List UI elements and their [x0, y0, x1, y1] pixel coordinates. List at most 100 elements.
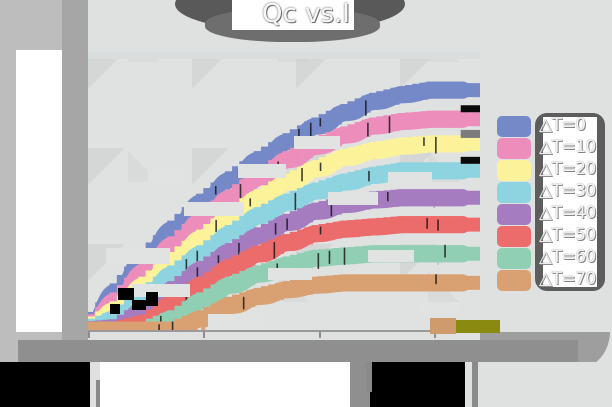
series-block-artifact: [311, 182, 321, 200]
legend-item-4[interactable]: △T=40: [493, 203, 605, 226]
series-block-artifact: [304, 205, 313, 223]
block-corruption-slice-1: [184, 202, 244, 216]
series-streak-artifact: [357, 277, 360, 290]
legend-item-2[interactable]: △T=20: [493, 159, 605, 182]
series-block-artifact: [311, 225, 321, 243]
series-streak-artifact: [309, 122, 312, 138]
series-block-artifact: [181, 271, 191, 289]
series-block-artifact: [289, 170, 299, 188]
series-block-artifact: [405, 274, 414, 292]
series-streak-artifact: [249, 198, 252, 207]
series-streak-artifact: [317, 253, 320, 269]
series-streak-artifact: [334, 111, 336, 129]
series-block-artifact: [196, 276, 205, 294]
series-block-artifact: [217, 300, 227, 318]
series-block-artifact: [433, 274, 443, 292]
series-block-artifact: [174, 213, 184, 231]
series-block-artifact: [448, 135, 457, 153]
series-block-artifact: [167, 252, 176, 269]
series-block-artifact: [160, 321, 169, 330]
series-block-artifact: [318, 157, 328, 175]
series-block-artifact: [405, 112, 414, 130]
series-block-artifact: [369, 218, 378, 236]
series-block-artifact: [282, 281, 292, 299]
glitch-white-ylabelbox: [16, 50, 62, 332]
series-block-artifact: [174, 230, 184, 248]
series-block-artifact: [246, 268, 256, 286]
series-block-artifact: [203, 256, 212, 274]
legend-label: △T=70: [539, 269, 596, 289]
series-endpoint-nub: [458, 163, 480, 178]
series-block-artifact: [188, 235, 198, 253]
series-block-artifact: [426, 110, 436, 128]
series-block-artifact: [311, 117, 321, 135]
series-block-artifact: [217, 263, 227, 281]
series-block-artifact: [232, 184, 241, 202]
series-block-artifact: [433, 135, 443, 153]
series-block-artifact: [188, 250, 198, 268]
series-block-artifact: [181, 301, 191, 319]
series-streak-artifact: [343, 247, 346, 265]
series-block-artifact: [224, 225, 234, 243]
series-streak-artifact: [239, 184, 242, 202]
series-block-artifact: [210, 267, 220, 285]
legend-item-7[interactable]: △T=70: [493, 269, 605, 292]
series-block-artifact: [419, 111, 429, 129]
series-block-artifact: [174, 305, 184, 323]
block-corruption-slice-2: [238, 164, 286, 178]
series-block-artifact: [224, 258, 234, 276]
series-block-artifact: [296, 229, 306, 247]
series-block-artifact: [246, 174, 256, 192]
series-block-artifact: [325, 154, 335, 172]
legend-inner-panel: [543, 117, 597, 287]
series-block-artifact: [412, 274, 421, 292]
series-block-artifact: [304, 163, 313, 181]
series-endpoint-nub: [458, 112, 480, 127]
series-streak-artifact: [287, 135, 289, 144]
series-streak-artifact: [333, 180, 335, 199]
series-streak-artifact: [435, 136, 437, 154]
series-block-artifact: [268, 284, 277, 302]
legend-item-1[interactable]: △T=10: [493, 137, 605, 160]
series-block-artifact: [246, 248, 256, 266]
series-block-artifact: [405, 137, 414, 155]
legend-item-3[interactable]: △T=30: [493, 181, 605, 204]
series-block-artifact: [333, 151, 342, 169]
legend-item-0[interactable]: △T=0: [493, 115, 605, 138]
legend-label: △T=40: [539, 203, 596, 223]
series-block-artifact: [397, 162, 407, 180]
series-block-artifact: [260, 146, 270, 164]
series-block-artifact: [296, 253, 306, 271]
series-block-artifact: [340, 220, 349, 238]
legend-item-6[interactable]: △T=60: [493, 247, 605, 270]
series-block-artifact: [354, 145, 364, 163]
legend-item-5[interactable]: △T=50: [493, 225, 605, 248]
plot-top-strip: [88, 52, 480, 59]
series-block-artifact: [304, 141, 313, 159]
series-block-artifact: [210, 218, 220, 236]
series-block-artifact: [260, 223, 270, 241]
series-block-artifact: [318, 223, 328, 241]
series-block-artifact: [397, 137, 407, 155]
series-block-artifact: [289, 231, 299, 249]
series-endpoint-nub: [458, 136, 480, 151]
series-block-artifact: [419, 216, 429, 234]
series-block-artifact: [109, 321, 119, 330]
series-block-artifact: [282, 193, 292, 211]
series-block-artifact: [232, 166, 241, 184]
series-block-artifact: [224, 296, 234, 314]
series-block-artifact: [203, 240, 212, 258]
series-block-artifact: [405, 189, 414, 207]
series-block-artifact: [253, 151, 263, 169]
series-block-artifact: [376, 141, 385, 159]
series-block-artifact: [181, 223, 191, 241]
series-streak-artifact: [249, 216, 251, 229]
series-block-artifact: [116, 304, 126, 322]
series-streak-artifact: [238, 242, 240, 255]
series-block-artifact: [167, 321, 176, 330]
series-streak-artifact: [367, 219, 369, 229]
series-block-artifact: [253, 287, 263, 305]
series-block-artifact: [318, 180, 328, 198]
series-block-artifact: [405, 162, 414, 180]
series-streak-artifact: [208, 275, 211, 286]
